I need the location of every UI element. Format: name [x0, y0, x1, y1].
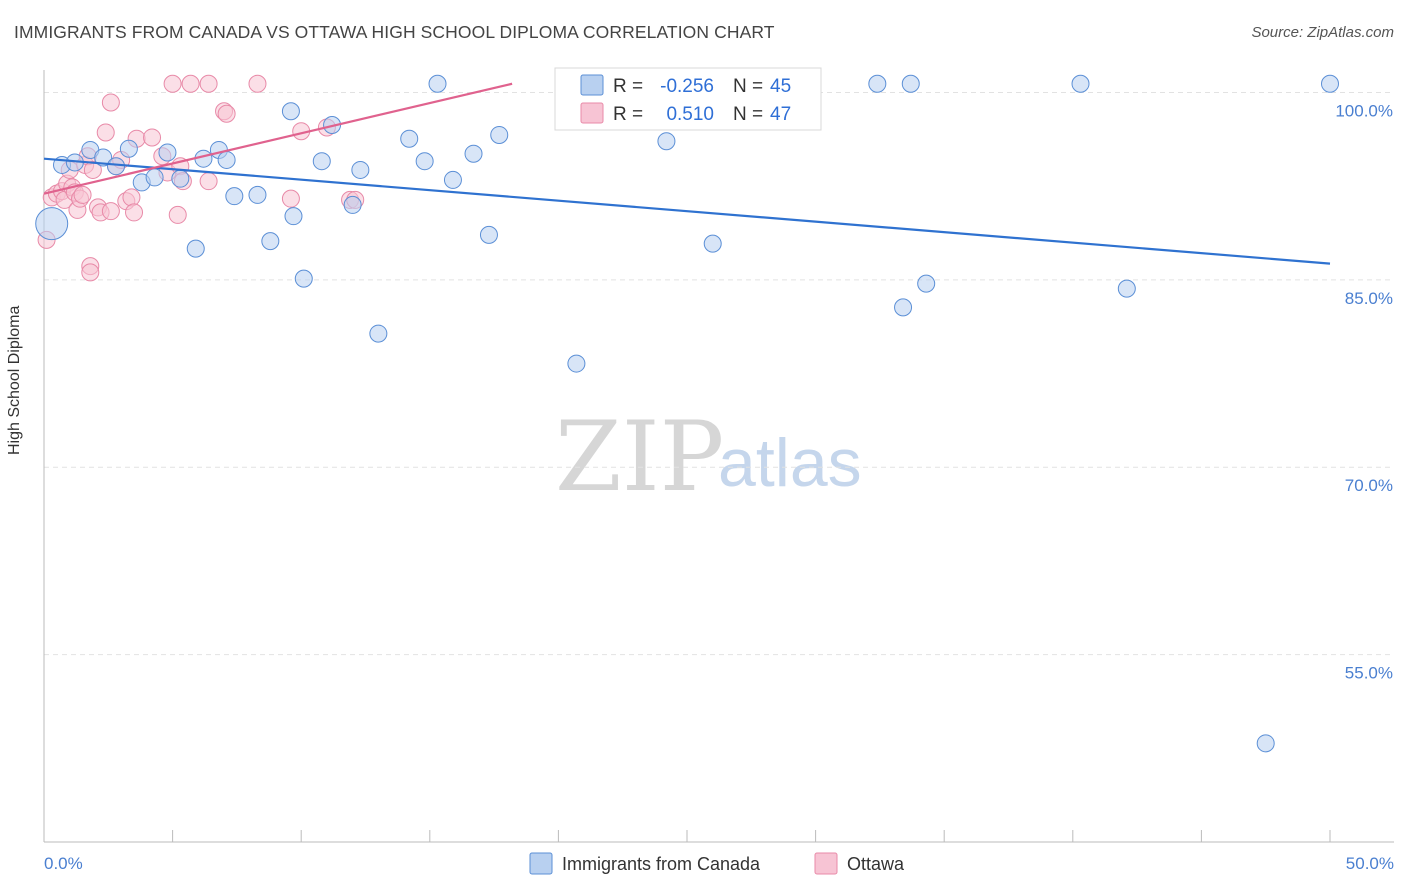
series-legend: Immigrants from Canada Ottawa: [529, 852, 905, 875]
canada-point: [225, 187, 244, 206]
canada-point: [703, 234, 722, 253]
ottawa-point: [199, 74, 218, 93]
legend-n-value-2: 47: [770, 104, 791, 125]
ottawa-point: [101, 202, 120, 221]
canada-point: [428, 74, 447, 93]
y-tick-label: 55.0%: [1345, 664, 1393, 683]
series-swatch-canada: [529, 852, 553, 875]
canada-point: [107, 157, 126, 176]
canada-point: [217, 150, 236, 169]
canada-point: [119, 139, 138, 158]
ottawa-point: [163, 74, 182, 93]
ottawa-point: [83, 160, 102, 179]
canada-point: [369, 324, 388, 343]
series-label-canada: Immigrants from Canada: [562, 854, 761, 874]
canada-point: [479, 225, 498, 244]
y-tick-labels: 100.0% 85.0% 70.0% 55.0%: [1335, 101, 1393, 682]
canada-point: [490, 125, 509, 144]
legend-r-label-2: R =: [613, 104, 643, 125]
ottawa-point: [143, 128, 162, 147]
canada-point: [284, 207, 303, 226]
canada-point: [186, 239, 205, 258]
ottawa-point: [217, 104, 236, 123]
series-label-ottawa: Ottawa: [847, 854, 905, 874]
legend-r-value-1: -0.256: [660, 76, 714, 97]
canada-points: [35, 74, 1339, 753]
ottawa-point: [281, 189, 300, 208]
canada-point: [415, 152, 434, 171]
legend-r-value-2: 0.510: [666, 104, 714, 125]
ottawa-trend-line: [43, 82, 513, 195]
canada-trend-line: [43, 157, 1331, 265]
x-tick-label-min: 0.0%: [44, 854, 83, 873]
x-ticks: [43, 830, 1331, 842]
canada-point: [281, 102, 300, 121]
canada-point: [657, 132, 676, 151]
watermark-atlas: atlas: [718, 425, 862, 501]
legend-n-label-1: N =: [733, 76, 763, 97]
series-swatch-ottawa: [814, 852, 838, 875]
ottawa-point: [181, 74, 200, 93]
ottawa-point: [122, 188, 141, 207]
canada-point: [1071, 74, 1090, 93]
ottawa-point: [168, 205, 187, 224]
canada-point: [400, 129, 419, 148]
canada-point: [343, 195, 362, 214]
ottawa-point: [199, 172, 218, 191]
ottawa-point: [248, 74, 267, 93]
canada-point: [1117, 279, 1136, 298]
chart-title: IMMIGRANTS FROM CANADA VS OTTAWA HIGH SC…: [14, 22, 775, 42]
canada-point: [917, 274, 936, 293]
legend-n-label-2: N =: [733, 104, 763, 125]
canada-point: [171, 169, 190, 188]
canada-point: [261, 232, 280, 251]
gridlines: [44, 91, 1394, 656]
canada-point: [312, 152, 331, 171]
legend-r-label-1: R =: [613, 76, 643, 97]
y-tick-label: 70.0%: [1345, 476, 1393, 495]
y-tick-label: 85.0%: [1345, 289, 1393, 308]
canada-point: [1321, 74, 1339, 93]
canada-point: [351, 160, 370, 179]
legend-swatch-blue: [580, 74, 604, 96]
canada-point: [901, 74, 920, 93]
watermark-zip: ZIP: [555, 401, 724, 513]
x-tick-label-max: 50.0%: [1346, 854, 1394, 873]
ottawa-point: [73, 185, 92, 204]
canada-point: [248, 185, 267, 204]
y-tick-label: 100.0%: [1335, 101, 1393, 120]
canada-point: [1256, 734, 1275, 753]
ottawa-point: [96, 123, 115, 142]
canada-point: [464, 144, 483, 163]
canada-point: [894, 298, 913, 317]
canada-point: [158, 143, 177, 162]
ottawa-point: [125, 203, 144, 222]
canada-point: [94, 148, 113, 167]
canada-point: [35, 207, 69, 241]
ottawa-points: [37, 74, 573, 282]
legend-swatch-pink: [580, 102, 604, 124]
ottawa-point: [101, 93, 120, 112]
canada-point: [567, 354, 586, 373]
canada-point: [145, 168, 164, 187]
source-note: Source: ZipAtlas.com: [1251, 24, 1394, 41]
canada-point: [868, 74, 887, 93]
canada-point: [443, 170, 462, 189]
correlation-legend: R = -0.256 N = 45 R = 0.510 N = 47: [554, 67, 822, 131]
trend-lines: [43, 82, 1331, 265]
canada-point: [294, 269, 313, 288]
legend-n-value-1: 45: [770, 76, 791, 97]
ottawa-point: [81, 263, 100, 282]
